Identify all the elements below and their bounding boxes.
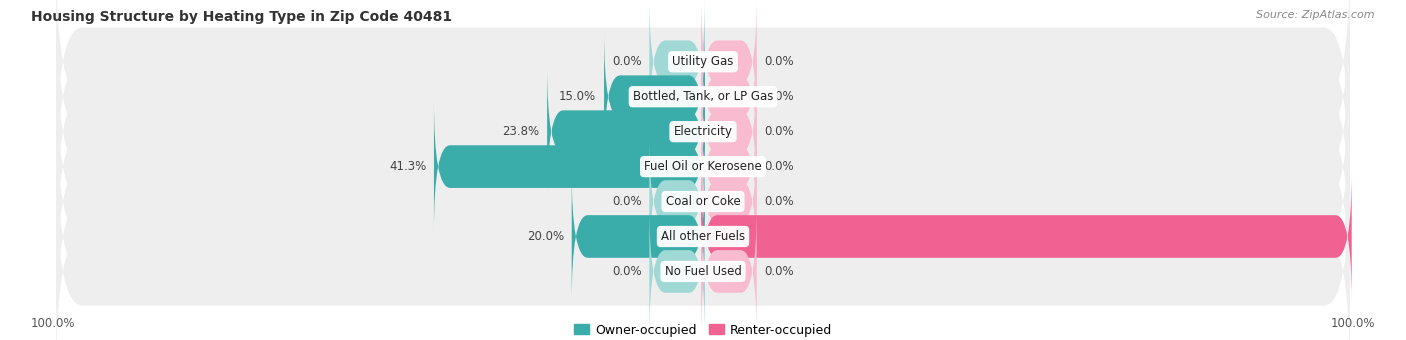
FancyBboxPatch shape	[650, 0, 704, 128]
Text: 100.0%: 100.0%	[1360, 230, 1405, 243]
FancyBboxPatch shape	[702, 136, 756, 268]
Text: 0.0%: 0.0%	[612, 195, 641, 208]
Text: 100.0%: 100.0%	[1330, 317, 1375, 330]
Text: Coal or Coke: Coal or Coke	[665, 195, 741, 208]
Text: Utility Gas: Utility Gas	[672, 55, 734, 68]
Text: Bottled, Tank, or LP Gas: Bottled, Tank, or LP Gas	[633, 90, 773, 103]
Text: 0.0%: 0.0%	[612, 55, 641, 68]
FancyBboxPatch shape	[56, 96, 1350, 307]
FancyBboxPatch shape	[702, 66, 756, 198]
FancyBboxPatch shape	[605, 31, 704, 163]
Text: Source: ZipAtlas.com: Source: ZipAtlas.com	[1257, 10, 1375, 20]
FancyBboxPatch shape	[650, 205, 704, 338]
FancyBboxPatch shape	[702, 101, 756, 233]
Legend: Owner-occupied, Renter-occupied: Owner-occupied, Renter-occupied	[568, 319, 838, 340]
Text: All other Fuels: All other Fuels	[661, 230, 745, 243]
FancyBboxPatch shape	[56, 131, 1350, 340]
Text: Fuel Oil or Kerosene: Fuel Oil or Kerosene	[644, 160, 762, 173]
Text: 0.0%: 0.0%	[765, 55, 794, 68]
FancyBboxPatch shape	[56, 26, 1350, 237]
Text: 23.8%: 23.8%	[502, 125, 540, 138]
Text: 0.0%: 0.0%	[765, 195, 794, 208]
Text: No Fuel Used: No Fuel Used	[665, 265, 741, 278]
Text: 20.0%: 20.0%	[527, 230, 564, 243]
Text: 15.0%: 15.0%	[560, 90, 596, 103]
FancyBboxPatch shape	[702, 31, 756, 163]
FancyBboxPatch shape	[702, 205, 756, 338]
Text: Electricity: Electricity	[673, 125, 733, 138]
Text: Housing Structure by Heating Type in Zip Code 40481: Housing Structure by Heating Type in Zip…	[31, 10, 453, 24]
FancyBboxPatch shape	[434, 101, 704, 233]
FancyBboxPatch shape	[650, 136, 704, 268]
FancyBboxPatch shape	[572, 170, 704, 303]
Text: 0.0%: 0.0%	[765, 125, 794, 138]
Text: 0.0%: 0.0%	[612, 265, 641, 278]
FancyBboxPatch shape	[56, 166, 1350, 340]
FancyBboxPatch shape	[702, 0, 756, 128]
FancyBboxPatch shape	[56, 61, 1350, 272]
FancyBboxPatch shape	[547, 66, 704, 198]
Text: 41.3%: 41.3%	[389, 160, 426, 173]
FancyBboxPatch shape	[702, 170, 1351, 303]
FancyBboxPatch shape	[56, 0, 1350, 167]
Text: 0.0%: 0.0%	[765, 160, 794, 173]
Text: 0.0%: 0.0%	[765, 90, 794, 103]
FancyBboxPatch shape	[56, 0, 1350, 202]
Text: 100.0%: 100.0%	[31, 317, 76, 330]
Text: 0.0%: 0.0%	[765, 265, 794, 278]
